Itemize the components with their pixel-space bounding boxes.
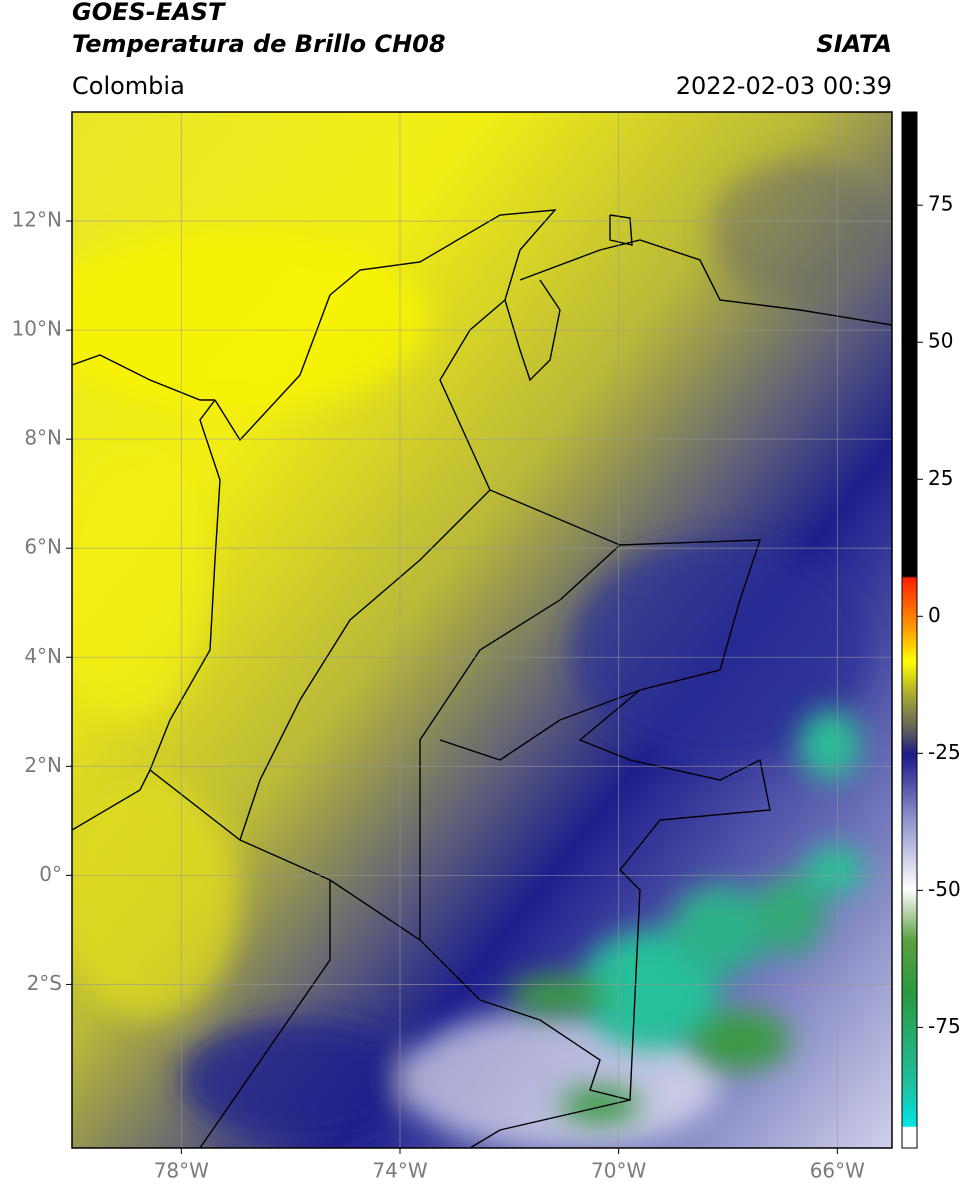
colorbar <box>901 111 918 1149</box>
grid <box>72 112 892 1148</box>
colorbar-tick-label: 0 <box>928 603 941 627</box>
region: Colombia <box>72 72 185 100</box>
source: SIATA <box>816 30 892 58</box>
y-tick-label: 8°N <box>24 426 62 450</box>
y-tick-label: 10°N <box>12 317 62 341</box>
colorbar-tick-label: 75 <box>928 192 953 216</box>
x-tick-label: 78°W <box>154 1159 209 1183</box>
y-tick-label: 2°N <box>24 753 62 777</box>
y-tick-label: 0° <box>39 862 62 886</box>
colorbar-tick-label: -50 <box>928 877 961 901</box>
satellite-image <box>72 112 892 1148</box>
y-tick-label: 12°N <box>12 208 62 232</box>
subtitle: Temperatura de Brillo CH08 <box>72 30 446 58</box>
colorbar-tick-label: 25 <box>928 466 953 490</box>
datetime: 2022-02-03 00:39 <box>676 72 892 100</box>
x-tick-label: 70°W <box>591 1159 646 1183</box>
colorbar-tick-label: 50 <box>928 329 953 353</box>
y-tick-label: 4°N <box>24 644 62 668</box>
y-tick-label: 2°S <box>27 971 62 995</box>
x-tick-label: 66°W <box>810 1159 865 1183</box>
colorbar-tick-label: -25 <box>928 740 961 764</box>
map-frame <box>71 111 893 1149</box>
y-tick-label: 6°N <box>24 535 62 559</box>
colorbar-tick-label: -75 <box>928 1014 961 1038</box>
title: GOES-EAST <box>72 0 226 26</box>
x-tick-label: 74°W <box>372 1159 427 1183</box>
